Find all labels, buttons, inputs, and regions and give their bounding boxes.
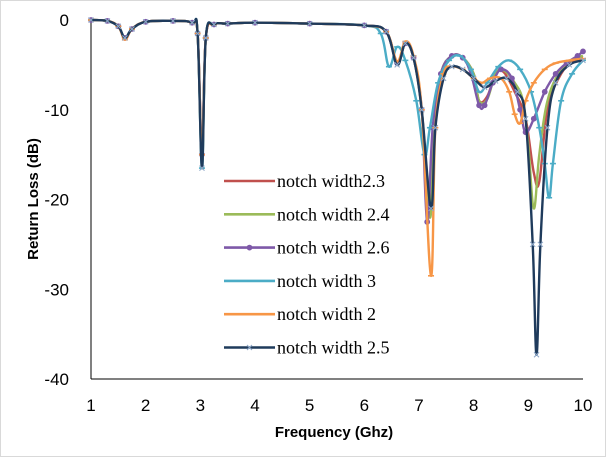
x-tick-label: 1	[86, 396, 95, 415]
y-axis-title: Return Loss (dB)	[25, 138, 42, 260]
series-3	[88, 17, 586, 225]
series-point	[104, 18, 111, 24]
series-point	[361, 22, 368, 29]
x-axis-title: Frequency (Ghz)	[275, 424, 393, 441]
series-point	[211, 21, 217, 28]
series-point	[170, 18, 176, 24]
x-tick-label: 8	[469, 396, 478, 415]
series-point	[122, 35, 128, 41]
x-tick-label: 5	[305, 396, 314, 415]
series-point	[544, 124, 551, 131]
legend-item: notch width 3	[224, 271, 376, 291]
x-tick-label: 2	[141, 396, 150, 415]
y-tick-label: 0	[60, 11, 69, 30]
series-point	[522, 115, 529, 122]
series-point	[481, 84, 488, 91]
series-point	[142, 18, 149, 25]
series-point	[509, 75, 515, 82]
series-point	[115, 23, 122, 30]
legend-label: notch width 2.5	[277, 338, 390, 358]
series-point	[529, 241, 536, 248]
series-point	[552, 70, 559, 77]
series-point	[476, 102, 483, 109]
series-point	[503, 75, 510, 82]
series-point	[492, 78, 499, 84]
legend: notch width2.3 notch width 2.4 notch width…	[224, 171, 390, 358]
series-point	[580, 57, 586, 64]
series-point	[129, 26, 135, 32]
x-tick-label: 3	[196, 396, 205, 415]
x-tick-label: 4	[250, 396, 259, 415]
legend-item: notch width 2	[224, 304, 376, 324]
series-point	[533, 351, 540, 358]
series-point	[189, 19, 196, 26]
series-line	[90, 17, 584, 356]
series-point	[194, 30, 201, 37]
series-point	[514, 88, 521, 95]
series-line	[90, 18, 584, 224]
legend-marker	[246, 244, 253, 251]
series-point	[432, 124, 439, 131]
series-point	[402, 40, 409, 47]
series-point	[481, 102, 488, 109]
series-point	[252, 19, 258, 26]
x-tick-label: 10	[574, 396, 593, 415]
series-point	[410, 54, 417, 61]
series-point	[517, 106, 524, 113]
series-point	[530, 115, 537, 122]
y-tick-label: -30	[44, 280, 69, 299]
legend-item: notch width 2.5	[224, 338, 390, 358]
legend-label: notch width 2.4	[277, 204, 390, 224]
x-tick-label: 7	[414, 396, 423, 415]
y-tick-label: -10	[44, 101, 69, 120]
legend-label: notch width 2	[277, 304, 376, 324]
series-point	[448, 63, 455, 70]
series-point	[498, 66, 504, 73]
legend-label: notch width2.3	[277, 171, 385, 191]
legend-item: notch width 2.4	[224, 204, 390, 224]
legend-marker	[246, 344, 253, 351]
plot-series	[88, 17, 586, 358]
x-tick-labels: 1 2 3 4 5 6 7 8 9 10	[86, 396, 592, 415]
series-point	[418, 106, 425, 113]
series-point	[224, 20, 231, 27]
series-point	[459, 66, 466, 73]
series-point	[394, 61, 401, 68]
legend-label: notch width 3	[277, 271, 376, 291]
x-tick-label: 9	[524, 396, 533, 415]
series-point	[383, 28, 390, 35]
series-point	[574, 53, 581, 59]
series-point	[566, 61, 573, 68]
y-tick-labels: 0 -10 -20 -30 -40	[44, 11, 69, 389]
legend-item: notch width2.3	[224, 171, 385, 191]
series-point	[306, 20, 313, 27]
axes	[90, 20, 583, 380]
series-point	[541, 88, 548, 95]
series-point	[470, 75, 477, 82]
y-tick-label: -40	[44, 370, 69, 389]
series-point	[552, 79, 559, 86]
series-point	[580, 48, 586, 55]
x-tick-label: 6	[360, 396, 369, 415]
series-point	[537, 241, 544, 248]
series-6	[88, 17, 586, 358]
y-tick-label: -20	[44, 191, 69, 210]
series-point	[202, 35, 209, 41]
series-point	[88, 17, 94, 23]
legend-label: notch width 2.6	[277, 238, 390, 258]
series-point	[428, 205, 434, 212]
legend-item: notch width 2.6	[224, 238, 390, 258]
series-point	[199, 165, 205, 171]
series-point	[440, 75, 447, 82]
